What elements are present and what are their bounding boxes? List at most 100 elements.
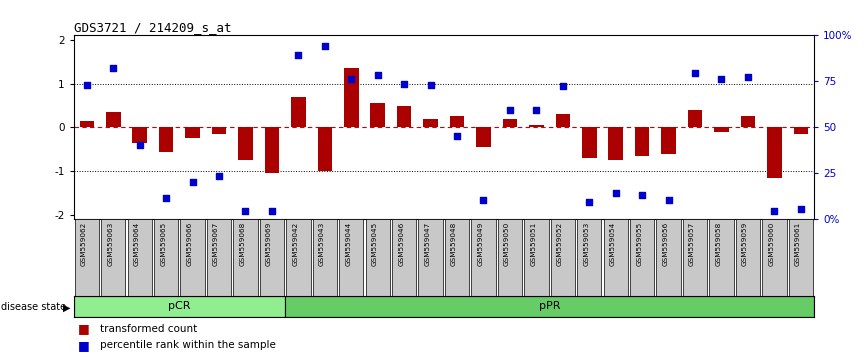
Text: GSM559043: GSM559043: [319, 222, 325, 266]
Point: [636, 193, 650, 198]
Point: [238, 208, 252, 213]
Point: [529, 107, 543, 113]
Bar: [683, 219, 708, 296]
Bar: [154, 219, 178, 296]
Text: GSM559047: GSM559047: [424, 222, 430, 266]
Text: GSM559061: GSM559061: [795, 222, 801, 266]
Bar: [662, 127, 675, 154]
Point: [397, 81, 411, 86]
Point: [450, 133, 464, 139]
Text: GSM559045: GSM559045: [372, 222, 378, 266]
Bar: [524, 219, 548, 296]
Text: GSM559060: GSM559060: [768, 222, 774, 266]
Text: GSM559046: GSM559046: [398, 222, 404, 266]
Bar: [233, 219, 258, 296]
Bar: [635, 127, 650, 156]
Bar: [529, 125, 544, 127]
Bar: [291, 97, 306, 127]
Text: pCR: pCR: [168, 301, 191, 311]
Bar: [397, 105, 411, 127]
Bar: [74, 296, 285, 317]
Bar: [688, 110, 702, 127]
Bar: [392, 219, 417, 296]
Bar: [793, 127, 808, 134]
Text: GSM559048: GSM559048: [451, 222, 457, 266]
Bar: [609, 127, 623, 160]
Text: GSM559063: GSM559063: [107, 222, 113, 266]
Point: [132, 142, 146, 148]
Point: [714, 76, 728, 82]
Text: GSM559053: GSM559053: [584, 222, 589, 266]
Bar: [423, 119, 438, 127]
Text: pPR: pPR: [539, 301, 560, 311]
Bar: [502, 119, 517, 127]
Point: [609, 190, 623, 196]
Bar: [471, 219, 495, 296]
Bar: [127, 219, 152, 296]
Bar: [365, 219, 390, 296]
Bar: [630, 219, 655, 296]
Point: [212, 173, 226, 178]
Point: [80, 82, 94, 88]
Bar: [80, 121, 94, 127]
Text: GSM559065: GSM559065: [160, 222, 166, 266]
Bar: [551, 219, 575, 296]
Bar: [449, 116, 464, 127]
Point: [423, 82, 437, 88]
Point: [794, 206, 808, 211]
Bar: [260, 219, 284, 296]
Text: GSM559042: GSM559042: [293, 222, 299, 266]
Bar: [285, 296, 814, 317]
Text: GSM559054: GSM559054: [610, 222, 616, 266]
Text: GSM559067: GSM559067: [213, 222, 219, 266]
Bar: [577, 219, 601, 296]
Bar: [101, 219, 126, 296]
Point: [556, 83, 570, 88]
Bar: [418, 219, 443, 296]
Bar: [74, 219, 99, 296]
Bar: [582, 127, 597, 158]
Bar: [789, 219, 813, 296]
Text: GSM559050: GSM559050: [504, 222, 510, 266]
Text: GSM559064: GSM559064: [133, 222, 139, 266]
Bar: [656, 219, 681, 296]
Text: ■: ■: [78, 322, 90, 335]
Bar: [339, 219, 364, 296]
Bar: [371, 103, 385, 127]
Text: GSM559062: GSM559062: [81, 222, 87, 266]
Text: disease state: disease state: [1, 302, 66, 312]
Point: [185, 179, 199, 185]
Point: [503, 107, 517, 113]
Text: GSM559069: GSM559069: [266, 222, 272, 266]
Point: [292, 52, 306, 58]
Bar: [445, 219, 469, 296]
Text: GDS3721 / 214209_s_at: GDS3721 / 214209_s_at: [74, 21, 231, 34]
Text: GSM559052: GSM559052: [557, 222, 563, 266]
Text: GSM559044: GSM559044: [346, 222, 352, 266]
Bar: [212, 127, 226, 134]
Text: GSM559049: GSM559049: [477, 222, 483, 266]
Text: ■: ■: [78, 339, 90, 352]
Text: GSM559056: GSM559056: [662, 222, 669, 266]
Bar: [344, 68, 359, 127]
Bar: [158, 127, 173, 152]
Point: [371, 72, 385, 78]
Text: GSM559051: GSM559051: [530, 222, 536, 266]
Text: percentile rank within the sample: percentile rank within the sample: [100, 340, 275, 350]
Point: [582, 199, 596, 205]
Text: GSM559058: GSM559058: [715, 222, 721, 266]
Bar: [736, 219, 760, 296]
Point: [662, 197, 675, 202]
Bar: [740, 116, 755, 127]
Point: [318, 44, 332, 49]
Bar: [762, 219, 786, 296]
Point: [741, 74, 755, 80]
Bar: [318, 127, 332, 171]
Point: [107, 65, 120, 71]
Bar: [185, 127, 200, 138]
Text: transformed count: transformed count: [100, 324, 197, 333]
Point: [476, 197, 490, 202]
Bar: [498, 219, 522, 296]
Bar: [476, 127, 491, 147]
Point: [688, 70, 702, 75]
